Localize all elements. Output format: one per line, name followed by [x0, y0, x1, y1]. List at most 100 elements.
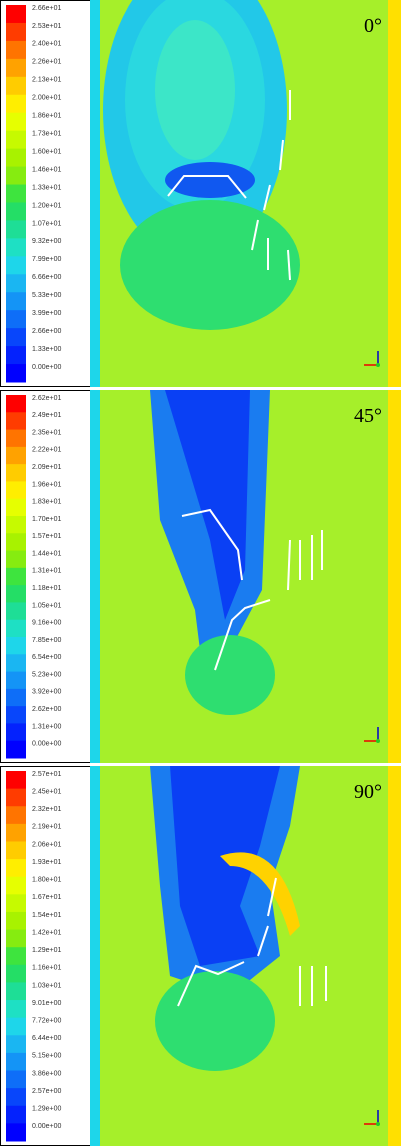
legend-swatch — [6, 1106, 26, 1124]
triad-origin — [376, 1122, 380, 1126]
legend-label: 2.66e+00 — [32, 328, 61, 335]
legend-label: 1.07e+01 — [32, 220, 61, 227]
angle-label: 45° — [354, 405, 382, 427]
legend-swatch — [6, 741, 26, 759]
legend-swatch — [6, 23, 26, 41]
flow-field — [90, 390, 401, 763]
legend-swatch — [6, 602, 26, 620]
legend-swatch — [6, 41, 26, 59]
legend-label: 0.00e+00 — [32, 364, 61, 371]
legend-swatch — [6, 706, 26, 724]
legend-label: 3.92e+00 — [32, 689, 61, 696]
legend-swatch — [6, 59, 26, 77]
legend-label: 2.49e+01 — [32, 412, 61, 419]
wall-band — [388, 766, 401, 1146]
legend-swatch — [6, 1035, 26, 1053]
legend-label: 1.83e+01 — [32, 499, 61, 506]
legend-swatch — [6, 947, 26, 965]
legend-swatch — [6, 292, 26, 310]
legend-swatch — [6, 637, 26, 655]
legend-swatch — [6, 185, 26, 203]
downstream-bulb — [155, 971, 275, 1071]
legend-swatch — [6, 447, 26, 465]
legend-swatch — [6, 672, 26, 690]
legend-label: 1.93e+01 — [32, 859, 61, 866]
legend-swatch — [6, 723, 26, 741]
legend-label: 1.29e+01 — [32, 947, 61, 954]
legend-swatch — [6, 238, 26, 256]
legend-label: 2.57e+01 — [32, 771, 61, 778]
legend-swatch — [6, 585, 26, 603]
legend-swatch — [6, 113, 26, 131]
legend-swatch — [6, 859, 26, 877]
legend-label: 2.26e+01 — [32, 59, 61, 66]
legend-label: 1.70e+01 — [32, 516, 61, 523]
legend-label: 2.13e+01 — [32, 77, 61, 84]
legend-label: 1.80e+01 — [32, 877, 61, 884]
legend-swatch — [6, 95, 26, 113]
legend-label: 6.44e+00 — [32, 1035, 61, 1042]
legend-swatch — [6, 654, 26, 672]
legend-label: 7.99e+00 — [32, 256, 61, 263]
legend-swatch — [6, 5, 26, 23]
legend-label: 5.23e+00 — [32, 671, 61, 678]
contour-panel: 90°2.57e+012.45e+012.32e+012.19e+012.06e… — [1, 766, 401, 1146]
inlet-band — [90, 766, 100, 1146]
legend-label: 1.33e+00 — [32, 346, 61, 353]
legend-swatch — [6, 1053, 26, 1071]
legend-label: 0.00e+00 — [32, 741, 61, 748]
legend-label: 1.05e+01 — [32, 602, 61, 609]
legend-label: 2.40e+01 — [32, 41, 61, 48]
legend-swatch — [6, 912, 26, 930]
legend-swatch — [6, 274, 26, 292]
legend-label: 5.33e+00 — [32, 292, 61, 299]
legend-label: 0.00e+00 — [32, 1123, 61, 1130]
legend-swatch — [6, 395, 26, 413]
legend-swatch — [6, 131, 26, 149]
legend-swatch — [6, 551, 26, 569]
legend-swatch — [6, 1018, 26, 1036]
legend-swatch — [6, 364, 26, 382]
legend-swatch — [6, 533, 26, 551]
contour-panel: 0°2.66e+012.53e+012.40e+012.26e+012.13e+… — [1, 0, 401, 387]
inlet-band — [90, 390, 100, 763]
legend-swatch — [6, 824, 26, 842]
inlet-band — [90, 0, 100, 387]
flow-field — [90, 0, 401, 387]
legend-swatch — [6, 689, 26, 707]
legend-swatch — [6, 256, 26, 274]
legend-label: 9.32e+00 — [32, 238, 61, 245]
legend-swatch — [6, 1071, 26, 1089]
legend-label: 2.45e+01 — [32, 788, 61, 795]
figure: 0°2.66e+012.53e+012.40e+012.26e+012.13e+… — [0, 0, 401, 1146]
legend-label: 1.96e+01 — [32, 481, 61, 488]
legend-label: 1.31e+01 — [32, 568, 61, 575]
legend-swatch — [6, 77, 26, 95]
legend-swatch — [6, 412, 26, 430]
legend-label: 6.54e+00 — [32, 654, 61, 661]
flow-field — [90, 766, 401, 1146]
legend-swatch — [6, 310, 26, 328]
legend-swatch — [6, 430, 26, 448]
legend-swatch — [6, 841, 26, 859]
legend-swatch — [6, 877, 26, 895]
legend-label: 2.32e+01 — [32, 806, 61, 813]
downstream-bulb — [120, 200, 300, 330]
legend-swatch — [6, 620, 26, 638]
legend-label: 1.60e+01 — [32, 148, 61, 155]
legend-swatch — [6, 328, 26, 346]
legend-swatch — [6, 982, 26, 1000]
legend-label: 1.67e+01 — [32, 894, 61, 901]
legend-label: 1.42e+01 — [32, 929, 61, 936]
legend-label: 2.57e+00 — [32, 1088, 61, 1095]
legend-swatch — [6, 789, 26, 807]
legend-swatch — [6, 220, 26, 238]
legend-label: 2.06e+01 — [32, 841, 61, 848]
legend-swatch — [6, 481, 26, 499]
legend-swatch — [6, 516, 26, 534]
legend-label: 1.73e+01 — [32, 131, 61, 138]
triad-origin — [376, 363, 380, 367]
legend-swatch — [6, 346, 26, 364]
legend-label: 9.01e+00 — [32, 1000, 61, 1007]
legend-swatch — [6, 1088, 26, 1106]
